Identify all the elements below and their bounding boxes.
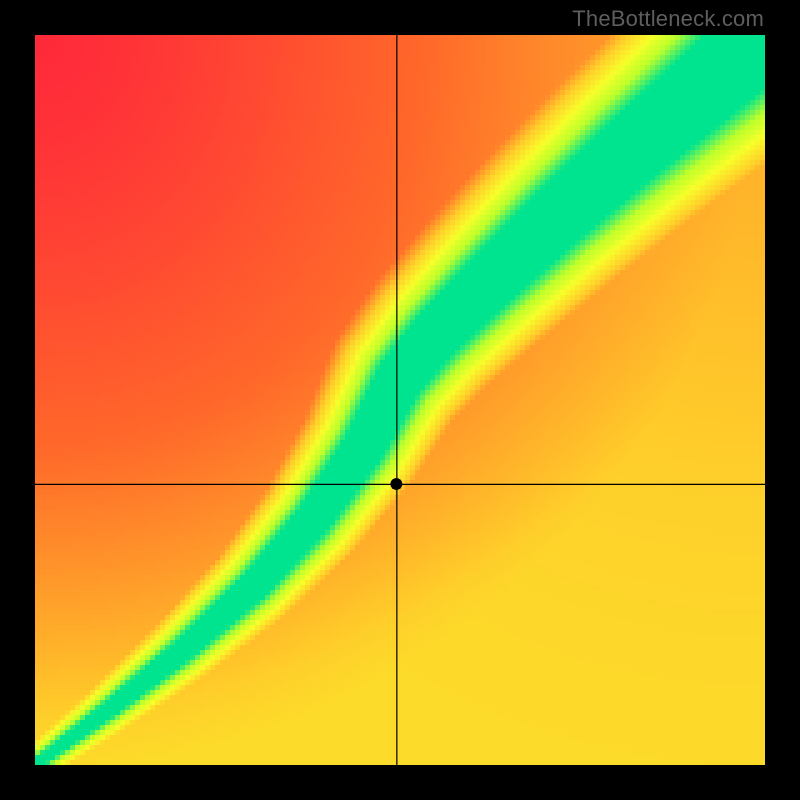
heatmap-canvas	[35, 35, 765, 765]
stage: TheBottleneck.com	[0, 0, 800, 800]
watermark-text: TheBottleneck.com	[572, 6, 764, 32]
